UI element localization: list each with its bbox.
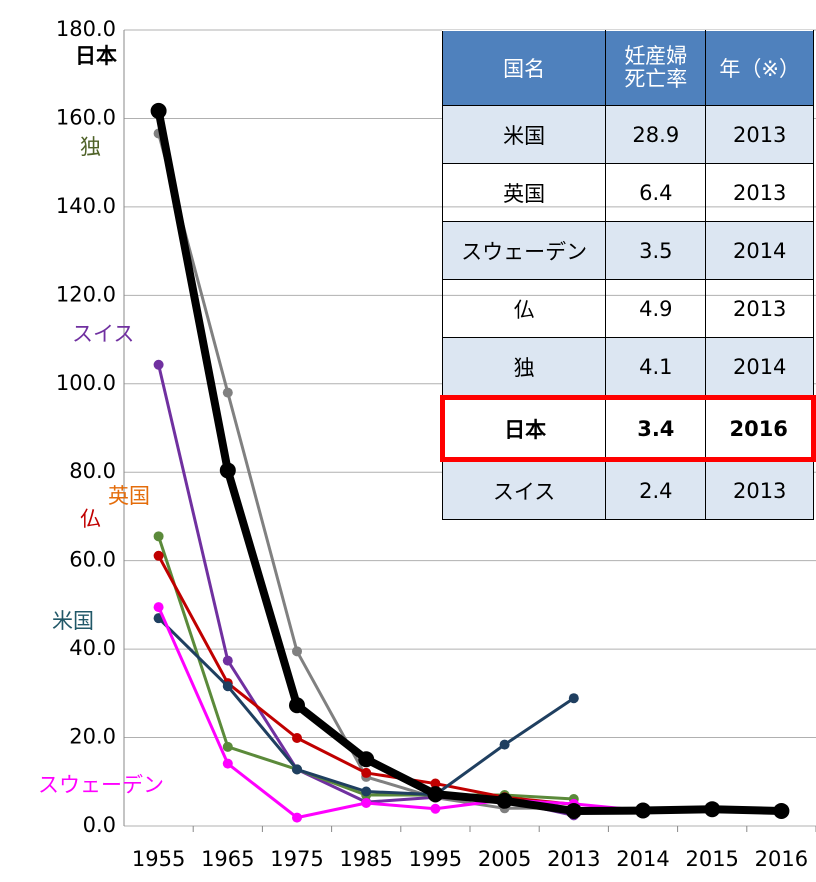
table-cell: 2013 [705, 459, 814, 520]
data-point [704, 801, 721, 818]
series-line [157, 606, 644, 820]
y-tick-label: 20.0 [69, 725, 116, 749]
table-cell: 28.9 [605, 105, 707, 164]
data-point [635, 802, 651, 819]
series-label: スイス [72, 322, 134, 346]
data-point [568, 693, 579, 704]
table-row: 米国 28.9 2013 [441, 105, 814, 164]
x-tick-label: 1955 [132, 847, 185, 871]
data-point [289, 697, 305, 714]
table-row: スイス 2.4 2013 [441, 459, 814, 520]
data-point [222, 681, 233, 692]
table-cell: 2014 [705, 337, 814, 398]
series-label: 米国 [52, 609, 94, 633]
table-cell: 4.9 [605, 279, 707, 338]
table-cell: 日本 [439, 395, 607, 462]
data-point [153, 602, 164, 613]
series-label: スウェーデン [38, 773, 164, 797]
table-cell: 2013 [705, 105, 814, 164]
table-cell: 独 [441, 337, 607, 398]
x-tick-label: 2014 [616, 847, 669, 871]
data-point [361, 786, 372, 797]
y-tick-label: 120.0 [56, 282, 116, 306]
data-point [153, 359, 164, 370]
y-tick-label: 60.0 [69, 548, 116, 572]
x-tick-label: 2005 [478, 847, 531, 871]
series-label: 英国 [108, 484, 150, 508]
data-point [361, 767, 372, 778]
table-cell: 2.4 [605, 459, 707, 520]
table-cell: 3.5 [605, 221, 707, 280]
series-label: 仏 [80, 507, 101, 531]
table-cell: 米国 [441, 105, 607, 164]
data-point [222, 387, 233, 398]
table-cell: 英国 [441, 163, 607, 222]
data-point [292, 812, 302, 823]
x-tick-label: 1985 [339, 847, 392, 871]
header-cell: 年（※） [705, 30, 814, 106]
table-row: 仏 4.9 2013 [441, 279, 814, 338]
series-label: 日本 [75, 44, 117, 68]
header-cell: 妊産婦死亡率 [605, 30, 707, 106]
x-tick-label: 2016 [755, 847, 808, 871]
header-text: 妊産婦死亡率 [624, 43, 688, 91]
x-tick-label: 2013 [547, 847, 600, 871]
table-row: 独 4.1 2014 [441, 337, 814, 398]
data-point [153, 550, 164, 561]
data-point [292, 646, 302, 657]
header-text: 年（※） [719, 57, 800, 81]
y-tick-label: 160.0 [56, 105, 116, 129]
header-text: 国名 [503, 57, 546, 81]
x-tick-label: 1975 [270, 847, 323, 871]
data-point [773, 802, 790, 819]
table-cell: スイス [441, 459, 607, 520]
y-tick-label: 40.0 [69, 636, 116, 660]
table-cell: 6.4 [605, 163, 707, 222]
data-point [292, 732, 302, 743]
series-line [154, 110, 782, 815]
y-tick-label: 100.0 [56, 371, 116, 395]
y-tick-label: 140.0 [56, 194, 116, 218]
data-point [361, 798, 372, 809]
table-cell: 4.1 [605, 337, 707, 398]
data-point [427, 786, 444, 803]
table-cell: スウェーデン [441, 221, 607, 280]
data-table: 国名 妊産婦死亡率 年（※） 米国 28.9 2013 英国 6.4 2013 スウェーデン 3.5… [439, 30, 816, 520]
data-point [499, 739, 510, 750]
data-point [150, 102, 167, 119]
data-point [430, 803, 441, 814]
data-point [565, 802, 582, 819]
y-tick-label: 180.0 [56, 17, 116, 41]
table-row: スウェーデン 3.5 2014 [441, 221, 814, 280]
y-tick-label: 80.0 [69, 459, 116, 483]
x-tick-label: 1995 [409, 847, 462, 871]
table-row: 英国 6.4 2013 [441, 163, 814, 222]
table-cell: 3.4 [605, 395, 707, 462]
table-cell: 仏 [441, 279, 607, 338]
data-point [222, 758, 233, 769]
data-point [153, 531, 164, 542]
x-tick-label: 2015 [685, 847, 738, 871]
data-point [222, 741, 233, 752]
header-cell: 国名 [441, 30, 607, 106]
data-point [292, 764, 302, 775]
series-label: 独 [80, 135, 101, 159]
data-point [430, 778, 441, 789]
table-cell: 2016 [705, 395, 816, 462]
data-point [358, 751, 375, 768]
y-tick-label: 0.0 [83, 813, 116, 837]
table-cell: 2014 [705, 221, 814, 280]
data-point [219, 462, 236, 479]
table-row: 日本 3.4 2016 [439, 395, 816, 462]
data-point [496, 792, 513, 809]
data-point [222, 655, 233, 666]
table-cell: 2013 [705, 163, 814, 222]
x-tick-label: 1965 [201, 847, 254, 871]
table-cell: 2013 [705, 279, 814, 338]
